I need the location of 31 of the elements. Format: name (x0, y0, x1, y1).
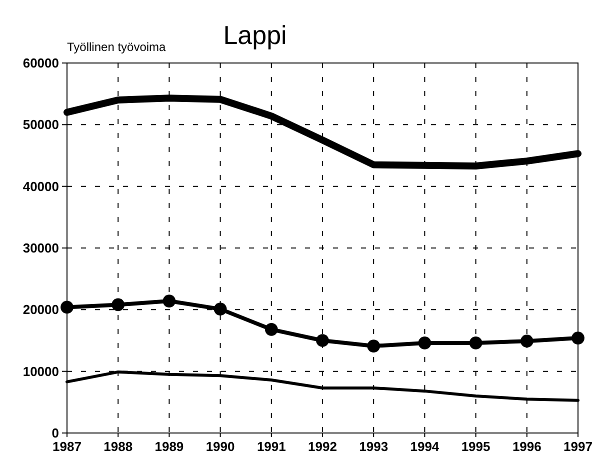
x-tick-label: 1993 (359, 439, 388, 454)
y-tick-label: 40000 (22, 178, 59, 194)
point (418, 336, 432, 350)
x-tick-label: 1994 (410, 439, 440, 454)
chart-title: Lappi (223, 20, 287, 50)
point (469, 336, 482, 350)
point (572, 332, 584, 344)
point (316, 334, 329, 347)
x-tick-label: 1987 (52, 439, 82, 454)
x-tick-label: 1991 (256, 439, 286, 454)
y-axis-title: Työllinen työvoima (67, 40, 166, 54)
y-tick-label: 0 (52, 426, 59, 441)
point (214, 302, 227, 316)
y-tick-label: 60000 (22, 56, 59, 71)
x-tick-label: 1990 (206, 439, 235, 454)
x-tick-label: 1995 (461, 439, 490, 454)
x-tick-label: 1992 (308, 439, 337, 454)
x-tick-label: 1996 (512, 439, 542, 454)
point (60, 300, 74, 314)
x-tick-label: 1997 (564, 439, 592, 454)
y-tick-label: 10000 (22, 364, 59, 379)
point (112, 298, 125, 312)
y-tick-label: 50000 (22, 117, 59, 132)
x-tick-label: 1988 (104, 439, 133, 454)
y-tick-label: 20000 (22, 302, 59, 318)
x-tick-label: 1989 (154, 439, 184, 454)
point (367, 340, 380, 352)
point (264, 322, 278, 336)
point (520, 334, 534, 348)
point (162, 294, 176, 308)
y-tick-label: 30000 (22, 240, 59, 256)
